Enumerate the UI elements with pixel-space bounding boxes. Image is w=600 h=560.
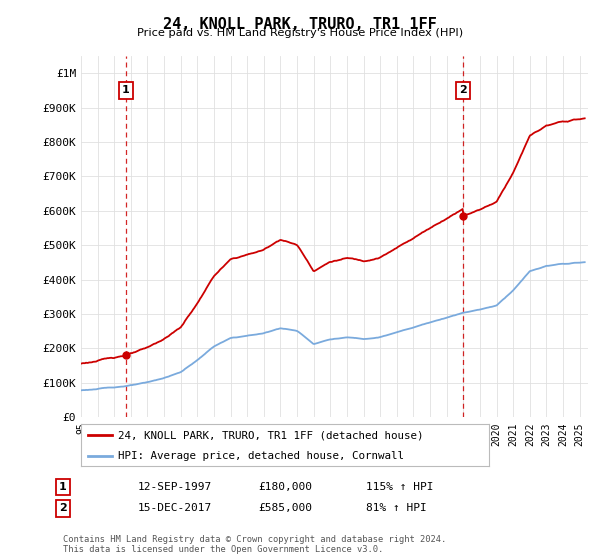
Text: 24, KNOLL PARK, TRURO, TR1 1FF: 24, KNOLL PARK, TRURO, TR1 1FF (163, 17, 437, 32)
Text: £180,000: £180,000 (258, 482, 312, 492)
Text: £585,000: £585,000 (258, 503, 312, 514)
Text: 1: 1 (59, 482, 67, 492)
Text: 1: 1 (122, 86, 130, 95)
Text: HPI: Average price, detached house, Cornwall: HPI: Average price, detached house, Corn… (118, 451, 404, 461)
Text: 2: 2 (459, 86, 467, 95)
Text: 12-SEP-1997: 12-SEP-1997 (138, 482, 212, 492)
Text: 115% ↑ HPI: 115% ↑ HPI (366, 482, 433, 492)
Text: Contains HM Land Registry data © Crown copyright and database right 2024.
This d: Contains HM Land Registry data © Crown c… (63, 535, 446, 554)
Text: 2: 2 (59, 503, 67, 514)
Text: 24, KNOLL PARK, TRURO, TR1 1FF (detached house): 24, KNOLL PARK, TRURO, TR1 1FF (detached… (118, 431, 423, 441)
Text: 81% ↑ HPI: 81% ↑ HPI (366, 503, 427, 514)
Text: Price paid vs. HM Land Registry's House Price Index (HPI): Price paid vs. HM Land Registry's House … (137, 28, 463, 38)
Text: 15-DEC-2017: 15-DEC-2017 (138, 503, 212, 514)
